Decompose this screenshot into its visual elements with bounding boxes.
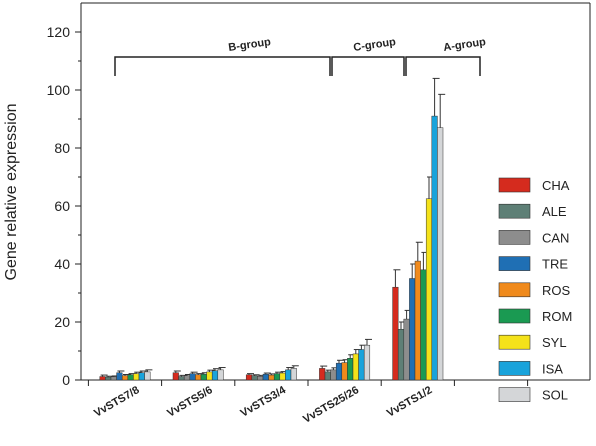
x-category-label: VvSTS25/26 xyxy=(301,384,361,426)
y-tick-label: 120 xyxy=(47,24,71,40)
bar-ros-4 xyxy=(414,260,421,381)
bar-rom-2 xyxy=(273,373,281,381)
group-label: A-group xyxy=(443,36,487,54)
legend-label-isa: ISA xyxy=(542,361,563,376)
bar-isa-0 xyxy=(138,372,145,381)
legend-swatch-isa xyxy=(498,361,531,376)
bar-isa-4 xyxy=(431,115,438,381)
bar-can-2 xyxy=(257,375,264,381)
group-brackets: B-group C-group A-group xyxy=(114,36,487,76)
legend-swatch-cha xyxy=(498,177,531,193)
bar-ale-4 xyxy=(397,329,405,381)
legend-label-tre: TRE xyxy=(542,257,568,272)
legend-swatch-rom xyxy=(498,308,531,324)
group-label: C-group xyxy=(353,36,397,54)
bar-can-0 xyxy=(110,376,117,381)
bar-cha-2 xyxy=(245,374,253,381)
y-axis-label: Gene relative expression xyxy=(3,104,20,281)
bar-rom-3 xyxy=(347,358,354,381)
legend-swatch-sol xyxy=(498,387,531,402)
y-tick-label: 40 xyxy=(54,256,70,272)
bar-ros-0 xyxy=(121,375,129,381)
x-category-label: VvSTS3/4 xyxy=(238,384,288,420)
bar-rom-4 xyxy=(420,269,427,381)
legend-label-can: CAN xyxy=(542,230,569,245)
bar-rom-1 xyxy=(200,373,207,381)
y-tick-label: 100 xyxy=(47,82,71,98)
x-category-label: VvSTS7/8 xyxy=(92,384,141,419)
group-bracket xyxy=(405,56,481,76)
bar-sol-2 xyxy=(290,368,297,381)
bar-ale-1 xyxy=(178,376,185,381)
bar-cha-4 xyxy=(392,286,399,381)
y-tick-label: 0 xyxy=(62,372,70,388)
bar-cha-1 xyxy=(172,372,179,381)
y-tick-label: 80 xyxy=(54,140,70,156)
bar-sol-1 xyxy=(217,369,224,381)
legend-swatch-tre xyxy=(498,256,531,271)
bar-ale-2 xyxy=(251,375,258,381)
bar-rom-0 xyxy=(127,374,134,381)
bar-sol-0 xyxy=(144,371,151,381)
bars xyxy=(99,77,446,381)
group-label: B-group xyxy=(228,36,272,54)
group-bracket xyxy=(114,56,331,76)
group-bracket xyxy=(331,56,405,76)
legend-label-cha: CHA xyxy=(542,178,570,193)
x-category-label: VvSTS1/2 xyxy=(385,384,434,419)
legend-swatch-ros xyxy=(498,282,531,298)
bar-syl-4 xyxy=(425,198,433,381)
legend-swatch-ale xyxy=(498,203,531,219)
bar-tre-3 xyxy=(335,362,343,381)
legend-swatch-can xyxy=(498,230,531,245)
bar-sol-3 xyxy=(363,344,371,381)
y-tick-label: 20 xyxy=(54,314,70,330)
bar-tre-4 xyxy=(409,278,416,381)
y-tick-label: 60 xyxy=(54,198,70,214)
legend-label-ale: ALE xyxy=(542,204,567,219)
bar-isa-1 xyxy=(211,370,219,381)
y-axis-label-group: Gene relative expression xyxy=(3,104,20,281)
legend-label-rom: ROM xyxy=(542,309,572,324)
x-category-label: VvSTS5/6 xyxy=(165,384,214,419)
bar-cha-3 xyxy=(319,368,326,381)
bar-isa-3 xyxy=(358,349,365,381)
bar-isa-2 xyxy=(285,369,292,381)
legend: CHA ALE CAN TRE ROS ROM SYL ISA SOL xyxy=(498,177,572,403)
legend-label-ros: ROS xyxy=(542,283,571,298)
bar-sol-4 xyxy=(437,127,444,381)
bar-can-1 xyxy=(183,375,191,381)
bar-ros-2 xyxy=(268,374,275,381)
bar-ale-0 xyxy=(105,376,112,381)
bar-syl-0 xyxy=(133,373,140,381)
bar-syl-3 xyxy=(352,353,359,381)
legend-label-syl: SYL xyxy=(542,335,567,350)
bar-can-3 xyxy=(330,369,337,381)
legend-label-sol: SOL xyxy=(542,388,568,403)
bar-tre-2 xyxy=(262,373,269,381)
bar-ros-1 xyxy=(195,374,202,381)
bar-cha-0 xyxy=(99,376,106,381)
legend-swatch-syl xyxy=(498,334,531,350)
bar-syl-1 xyxy=(206,371,213,381)
bar-syl-2 xyxy=(279,372,286,381)
bar-can-4 xyxy=(403,318,410,381)
bar-ros-3 xyxy=(341,362,348,381)
bar-ale-3 xyxy=(324,371,331,381)
bar-tre-0 xyxy=(116,372,123,381)
bar-tre-1 xyxy=(189,373,196,381)
